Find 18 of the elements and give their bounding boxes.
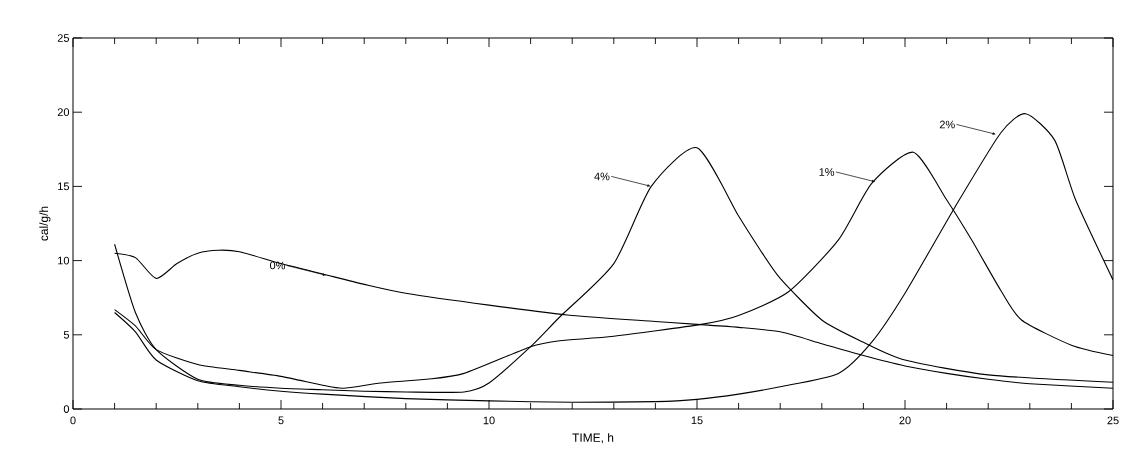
x-tick-label: 10 (483, 416, 495, 425)
annotation: 0% (269, 261, 286, 270)
y-tick-label: 10 (58, 256, 70, 265)
x-tick-label: 0 (70, 416, 76, 425)
y-axis-title: cal/g/h (39, 206, 51, 241)
y-tick-label: 25 (57, 34, 70, 42)
x-tick-label: 25 (1107, 416, 1119, 425)
x-tick-label: 15 (691, 416, 703, 425)
annotation: 1% (819, 168, 835, 176)
annotation: 2% (939, 120, 955, 129)
x-tick-label: 20 (899, 416, 911, 425)
y-tick-label: 20 (57, 108, 70, 117)
y-tick-label: 15 (58, 182, 70, 191)
annotation: 4% (594, 172, 610, 181)
x-tick-label: 5 (278, 416, 284, 425)
y-tick-label: 0 (63, 405, 70, 413)
x-axis-title: TIME, h (572, 433, 614, 444)
y-tick-label: 5 (63, 330, 70, 339)
